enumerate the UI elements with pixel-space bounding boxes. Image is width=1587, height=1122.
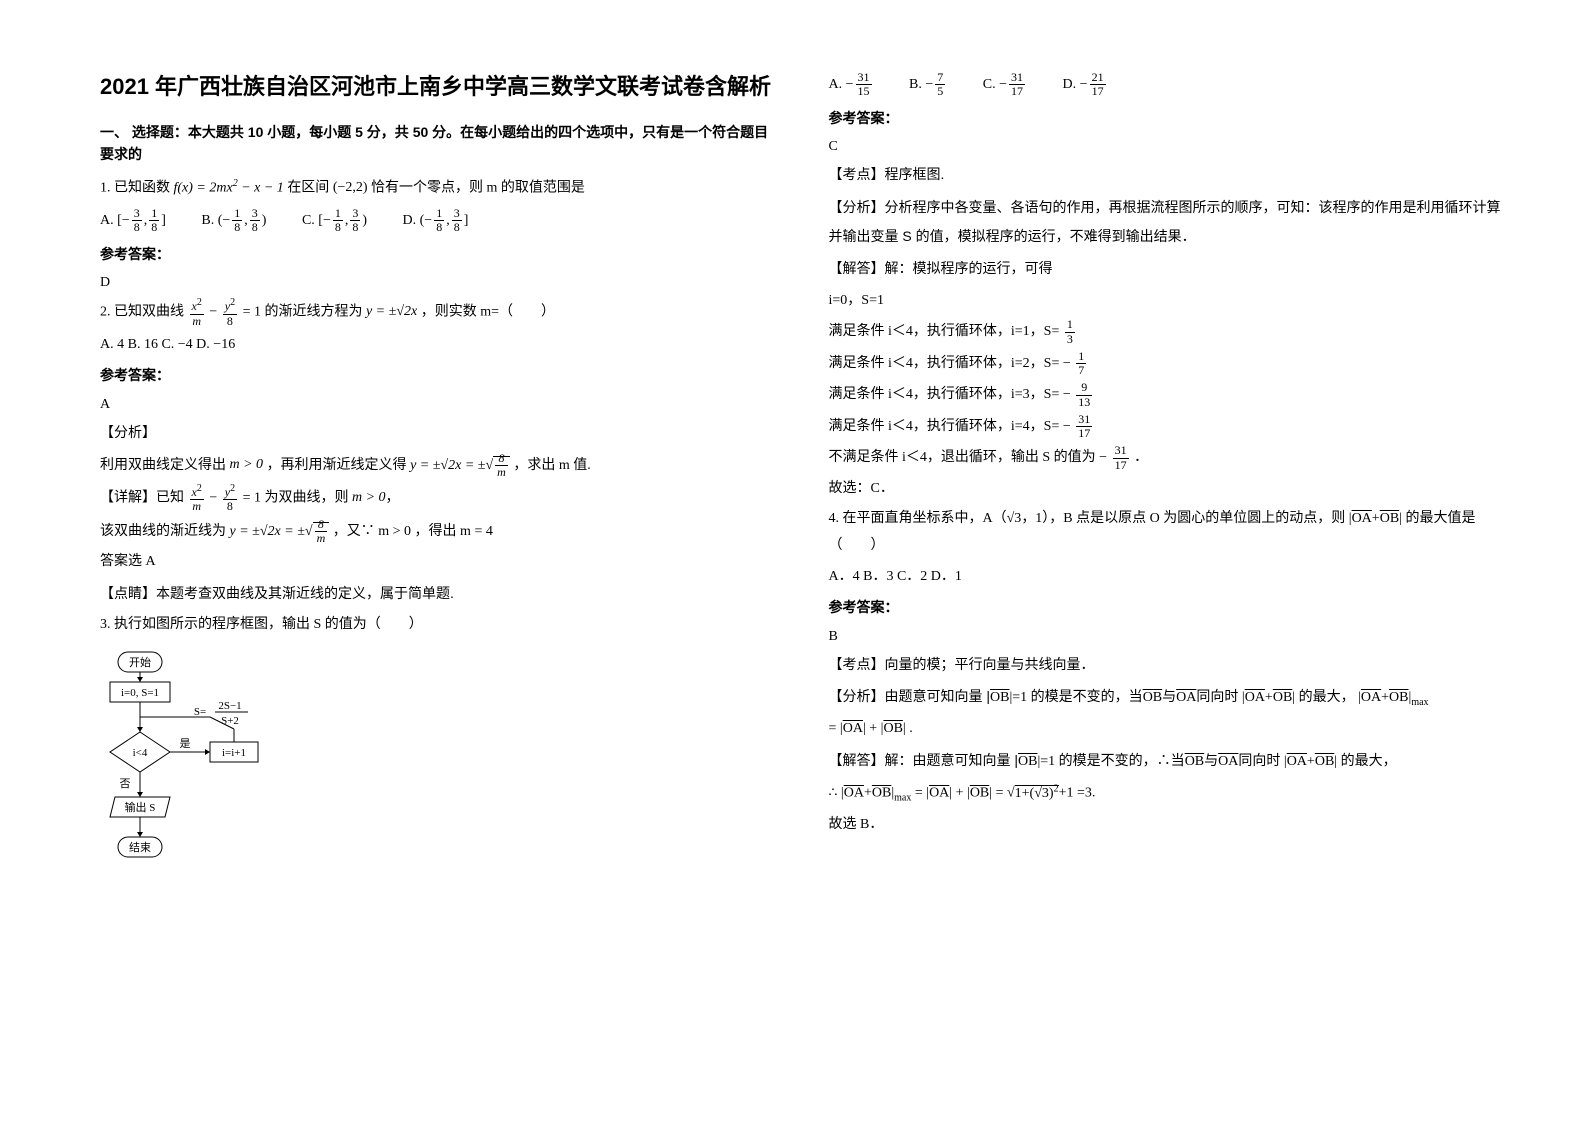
q3-stem: 3. 执行如图所示的程序框图，输出 S 的值为（ ） <box>100 612 779 639</box>
q4-opts: A．4 B．3 C．2 D．1 <box>829 564 1508 591</box>
q2-sel: 答案选 A <box>100 549 779 576</box>
q2-mgt0: m > 0 <box>230 452 264 479</box>
sqrt3: √3 <box>1007 511 1022 526</box>
q4-fx: 【分析】由题意可知向量 |OB|=1 的模是不变的，当OB与OA同向时 |OA+… <box>829 683 1508 712</box>
q3-fx: 【分析】分析程序中各变量、各语句的作用，再根据流程图所示的顺序，可知：该程序的作… <box>829 199 1501 244</box>
flow-assign-num: 2S−1 <box>218 700 241 712</box>
flow-end: 结束 <box>129 841 151 854</box>
vec-ob: OB <box>1380 511 1399 526</box>
q2-fx1: 利用双曲线定义得出 m > 0 ，再利用渐近线定义得 y = ±√2x = ±√… <box>100 452 779 480</box>
q4-eqline: = |OA| + |OB| . <box>829 716 1508 743</box>
q1-ans: D <box>100 275 779 291</box>
q2-pre: 2. 已知双曲线 <box>100 305 184 320</box>
q2-asym-line: 该双曲线的渐近线为 y = ±√2x = ±√8m ，又∵ m > 0 ，得出 … <box>100 518 779 546</box>
flow-cond: i<4 <box>133 747 148 759</box>
q3-options: A. −3115 B. −75 C. −3117 D. −2117 <box>829 70 1508 101</box>
q3-optB: B. −75 <box>909 70 947 101</box>
q1-ans-label: 参考答案： <box>100 246 170 262</box>
q4-ans-label: 参考答案： <box>829 599 899 615</box>
q1-stem: 1. 已知函数 f(x) = 2mx2 − x − 1 在区间 (−2,2) 恰… <box>100 174 779 202</box>
q4-ans: B <box>829 629 1508 645</box>
q3-jd-l5: 满足条件 i＜4，执行循环体，i=4，S= − 3117 <box>829 413 1508 441</box>
q1-optD: D. (−18,38] <box>403 206 469 237</box>
q4-stem: 4. 在平面直角坐标系中，A（√3，1），B 点是以原点 O 为圆心的单位圆上的… <box>829 506 1508 559</box>
q2-mgt0b: m > 0 <box>352 485 386 512</box>
q4-kp: 【考点】向量的模；平行向量与共线向量． <box>829 656 1095 672</box>
q2-ans-label: 参考答案： <box>100 367 170 383</box>
q1-options: A. [−38,18] B. (−18,38) C. [−18,38) D. (… <box>100 206 779 237</box>
q2-tail: ，则实数 m=（ ） <box>421 305 555 320</box>
q3-optD: D. −2117 <box>1063 70 1108 101</box>
q4-jd: 【解答】解：由题意可知向量 |OB|=1 的模是不变的，∴当OB与OA同向时 |… <box>829 747 1508 776</box>
vec-oa: OA <box>1352 511 1372 526</box>
q3-jd-head: 【解答】解：模拟程序的运行，可得 <box>829 260 1053 276</box>
q2-eq2: x2m − y28 = 1 <box>188 483 261 513</box>
q3-jd-l6: 不满足条件 i＜4，退出循环，输出 S 的值为 − 3117 ． <box>829 444 1508 472</box>
q1-pre: 1. 已知函数 <box>100 180 170 195</box>
section-1-head: 一、 选择题：本大题共 10 小题，每小题 5 分，共 50 分。在每小题给出的… <box>100 121 779 166</box>
right-column: A. −3115 B. −75 C. −3117 D. −2117 参考答案： … <box>829 70 1508 907</box>
q2-detail: 【详解】已知 x2m − y28 = 1 为双曲线，则 m > 0 ， <box>100 483 779 513</box>
q3-kp: 【考点】程序框图. <box>829 166 945 182</box>
q3-ans: C <box>829 139 1508 155</box>
q1-mid: 在区间 <box>287 180 329 195</box>
flow-yes: 是 <box>180 737 191 750</box>
q2-post: 的渐近线方程为 <box>264 305 362 320</box>
q2-asym2: y = ±√2x = ±√8m <box>410 452 510 480</box>
q3-jd-l1: i=0，S=1 <box>829 288 1508 315</box>
q1-optC: C. [−18,38) <box>302 206 367 237</box>
q1-post: 恰有一个零点，则 m 的取值范围是 <box>371 180 585 195</box>
flow-inc: i=i+1 <box>222 747 246 759</box>
flow-start: 开始 <box>129 655 151 669</box>
q2-opts: A. 4 B. 16 C. −4 D. −16 <box>100 332 779 359</box>
q2-ans: A <box>100 397 779 413</box>
left-column: 2021 年广西壮族自治区河池市上南乡中学高三数学文联考试卷含解析 一、 选择题… <box>100 70 779 907</box>
q1-fx: f(x) = 2mx2 − x − 1 <box>174 174 284 202</box>
q3-sel: 故选：C． <box>829 476 1508 503</box>
q2-fx-tag: 【分析】 <box>100 424 156 440</box>
q1-interval: (−2,2) <box>333 175 368 202</box>
q2-pj: 【点睛】本题考查双曲线及其渐近线的定义，属于简单题. <box>100 585 454 601</box>
q3-flowchart: 开始 i=0, S=1 S= 2S−1 S+2 i<4 <box>100 647 779 897</box>
q1-optA: A. [−38,18] <box>100 206 166 237</box>
flow-assign-lhs: S= <box>194 706 206 718</box>
q4-final: ∴ |OA+OB|max = |OA| + |OB| = √1+(√3)2+1 … <box>829 779 1508 807</box>
q2-eq: x2m − y28 = 1 <box>188 297 261 327</box>
q3-jd-l2: 满足条件 i＜4，执行循环体，i=1，S= 13 <box>829 318 1508 346</box>
q4-final-expr: √1+(√3)2+1 <box>1007 785 1074 801</box>
q1-optB: B. (−18,38) <box>201 206 266 237</box>
q3-optA: A. −3115 <box>829 70 874 101</box>
q3-jd-l4: 满足条件 i＜4，执行循环体，i=3，S= − 913 <box>829 381 1508 409</box>
q3-ans-label: 参考答案： <box>829 110 899 126</box>
flow-no: 否 <box>120 778 131 790</box>
flow-init: i=0, S=1 <box>121 687 159 699</box>
q4-sel: 故选 B． <box>829 812 1508 839</box>
q2-asym: y = ±√2x <box>366 299 417 326</box>
q3-jd-l3: 满足条件 i＜4，执行循环体，i=2，S= − 17 <box>829 350 1508 378</box>
q3-optC: C. −3117 <box>983 70 1027 101</box>
exam-title: 2021 年广西壮族自治区河池市上南乡中学高三数学文联考试卷含解析 <box>100 70 779 103</box>
q2-stem: 2. 已知双曲线 x2m − y28 = 1 的渐近线方程为 y = ±√2x … <box>100 297 779 327</box>
q2-asym3: y = ±√2x = ±√8m <box>230 518 330 546</box>
flow-out: 输出 S <box>125 800 156 814</box>
flow-assign-den: S+2 <box>221 715 239 727</box>
